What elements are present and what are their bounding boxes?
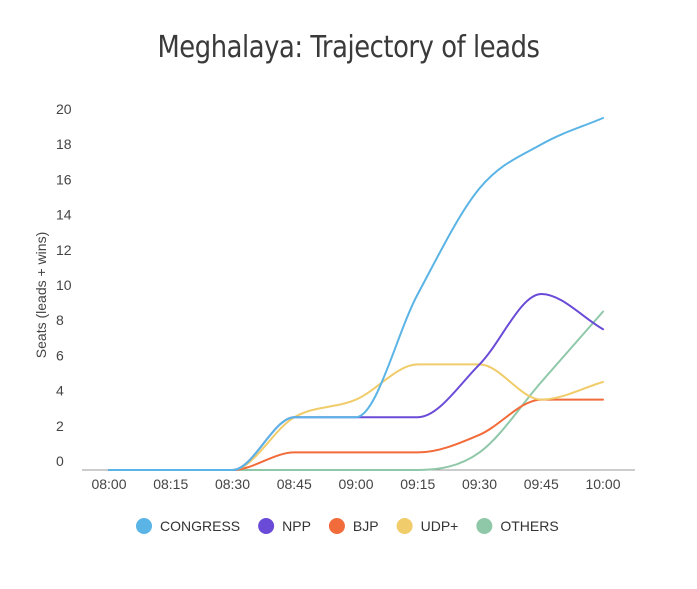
y-tick-label: 18 bbox=[56, 136, 72, 152]
y-tick-label: 14 bbox=[56, 207, 72, 223]
series-line-congress bbox=[108, 117, 604, 471]
y-tick-label: 8 bbox=[56, 312, 64, 328]
y-tick-label: 0 bbox=[56, 453, 64, 469]
y-tick-label: 10 bbox=[56, 277, 72, 293]
legend-label-congress: CONGRESS bbox=[160, 518, 240, 534]
x-tick-label: 08:15 bbox=[153, 476, 188, 492]
legend-label-bjp: BJP bbox=[353, 518, 379, 534]
legend-swatch-npp bbox=[258, 518, 275, 534]
legend-label-npp: NPP bbox=[282, 518, 311, 534]
y-tick-label: 6 bbox=[56, 347, 64, 363]
legend: CONGRESS NPP BJP UDP+ OTHERS bbox=[136, 518, 559, 534]
y-tick-label: 2 bbox=[56, 418, 64, 434]
x-tick-label: 08:30 bbox=[215, 476, 250, 492]
x-tick-label: 10:00 bbox=[585, 476, 620, 492]
y-tick-label: 4 bbox=[56, 383, 64, 399]
legend-swatch-congress bbox=[136, 518, 152, 534]
y-axis-label: Seats (leads + wins) bbox=[33, 232, 49, 358]
legend-swatch-udp- bbox=[396, 518, 413, 534]
x-tick-label: 09:00 bbox=[338, 476, 373, 492]
chart-title: Meghalaya: Trajectory of leads bbox=[157, 30, 540, 65]
series-lines bbox=[108, 117, 604, 471]
legend-swatch-others bbox=[476, 518, 493, 534]
x-tick-label: 08:00 bbox=[91, 476, 126, 492]
x-tick-label: 09:30 bbox=[462, 476, 497, 492]
legend-swatch-bjp bbox=[328, 518, 345, 534]
legend-label-udp-: UDP+ bbox=[421, 518, 459, 534]
series-line-others bbox=[108, 310, 604, 471]
x-tick-label: 09:15 bbox=[400, 476, 435, 492]
y-axis-ticks: 0 2 4 6 8 10 12 14 16 18 20 bbox=[56, 101, 72, 469]
y-tick-label: 12 bbox=[56, 242, 72, 258]
x-tick-label: 09:45 bbox=[524, 476, 559, 492]
series-line-bjp bbox=[108, 398, 604, 471]
y-tick-label: 20 bbox=[56, 101, 72, 117]
series-line-npp bbox=[108, 293, 604, 471]
x-axis-ticks: 08:00 08:15 08:30 08:45 09:00 09:15 09:30 09:45… bbox=[91, 476, 620, 492]
y-tick-label: 16 bbox=[56, 171, 72, 187]
x-tick-label: 08:45 bbox=[277, 476, 312, 492]
legend-label-others: OTHERS bbox=[500, 518, 558, 534]
